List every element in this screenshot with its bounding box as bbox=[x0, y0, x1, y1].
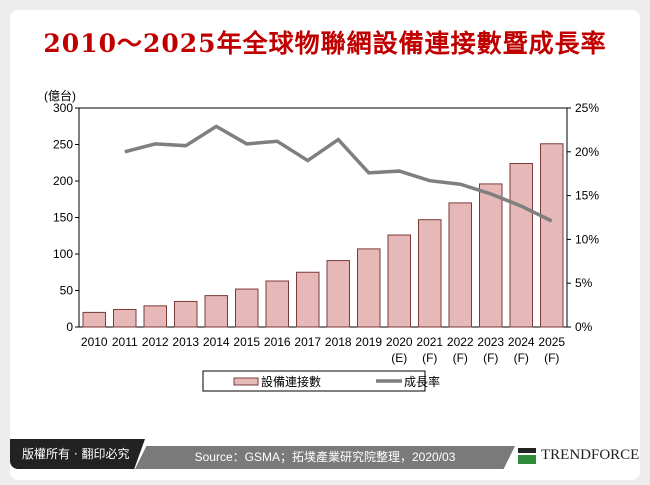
x-tick-label: 2015 bbox=[233, 335, 260, 349]
x-tick-label: (F) bbox=[483, 351, 498, 365]
bar bbox=[357, 248, 381, 328]
bar bbox=[265, 280, 289, 328]
x-tick-label: (F) bbox=[453, 351, 468, 365]
x-tick-label: 2014 bbox=[203, 335, 230, 349]
left-axis-label: (億台) bbox=[44, 88, 76, 103]
logo-text: TRENDFORCE bbox=[541, 447, 640, 463]
trendforce-logo: TRENDFORCE bbox=[518, 447, 639, 464]
x-tick-label: 2023 bbox=[477, 335, 504, 349]
x-tick-label: (E) bbox=[391, 351, 407, 365]
right-tick-label: 10% bbox=[575, 232, 599, 246]
right-tick-label: 20% bbox=[575, 145, 599, 159]
bar bbox=[326, 260, 350, 328]
x-tick-label: 2020 bbox=[386, 335, 413, 349]
right-tick-label: 0% bbox=[575, 320, 593, 334]
bar bbox=[204, 295, 228, 328]
x-tick-label: 2022 bbox=[447, 335, 474, 349]
right-tick-label: 5% bbox=[575, 276, 593, 290]
source-note: Source：GSMA；拓墣產業研究院整理，2020/03 bbox=[135, 446, 515, 469]
left-tick-label: 100 bbox=[53, 247, 73, 261]
left-tick-label: 150 bbox=[53, 211, 73, 225]
x-tick-label: 2013 bbox=[172, 335, 199, 349]
left-tick-label: 50 bbox=[60, 284, 74, 298]
bar bbox=[235, 288, 259, 328]
bar bbox=[509, 162, 533, 328]
x-tick-label: 2018 bbox=[325, 335, 352, 349]
copyright-notice: 版權所有 · 翻印必究 bbox=[10, 439, 145, 469]
bar bbox=[418, 219, 442, 328]
bar bbox=[82, 311, 106, 328]
x-tick-label: 2010 bbox=[81, 335, 108, 349]
chart-title: 2010～2025年全球物聯網設備連接數暨成長率 bbox=[43, 29, 607, 58]
legend-label-line: 成長率 bbox=[404, 374, 440, 389]
bar bbox=[143, 305, 167, 328]
x-tick-label: 2017 bbox=[294, 335, 321, 349]
bar bbox=[387, 234, 411, 328]
x-tick-label: (F) bbox=[544, 351, 559, 365]
bar bbox=[479, 183, 503, 328]
x-tick-label: 2021 bbox=[416, 335, 443, 349]
right-tick-label: 15% bbox=[575, 189, 599, 203]
bar bbox=[174, 300, 198, 328]
x-tick-label: 2011 bbox=[112, 335, 138, 349]
bar bbox=[448, 202, 472, 328]
bar bbox=[113, 308, 137, 328]
legend-swatch-bar bbox=[233, 377, 259, 386]
bar bbox=[540, 143, 564, 328]
x-tick-label: (F) bbox=[514, 351, 529, 365]
right-tick-label: 25% bbox=[575, 101, 599, 115]
left-tick-label: 200 bbox=[53, 174, 73, 188]
x-tick-label: 2019 bbox=[355, 335, 382, 349]
legend-box bbox=[202, 370, 426, 392]
x-tick-label: (F) bbox=[422, 351, 437, 365]
legend-label-bar: 設備連接數 bbox=[261, 374, 321, 389]
x-tick-label: 2016 bbox=[264, 335, 291, 349]
chart-card bbox=[10, 10, 640, 480]
left-tick-label: 300 bbox=[53, 101, 73, 115]
x-tick-label: 2025 bbox=[538, 335, 565, 349]
left-tick-label: 0 bbox=[66, 320, 73, 334]
left-tick-label: 250 bbox=[53, 138, 73, 152]
growth-line bbox=[124, 124, 553, 223]
bar bbox=[296, 271, 320, 328]
logo-icon bbox=[518, 447, 536, 464]
x-tick-label: 2024 bbox=[508, 335, 535, 349]
x-tick-label: 2012 bbox=[142, 335, 169, 349]
